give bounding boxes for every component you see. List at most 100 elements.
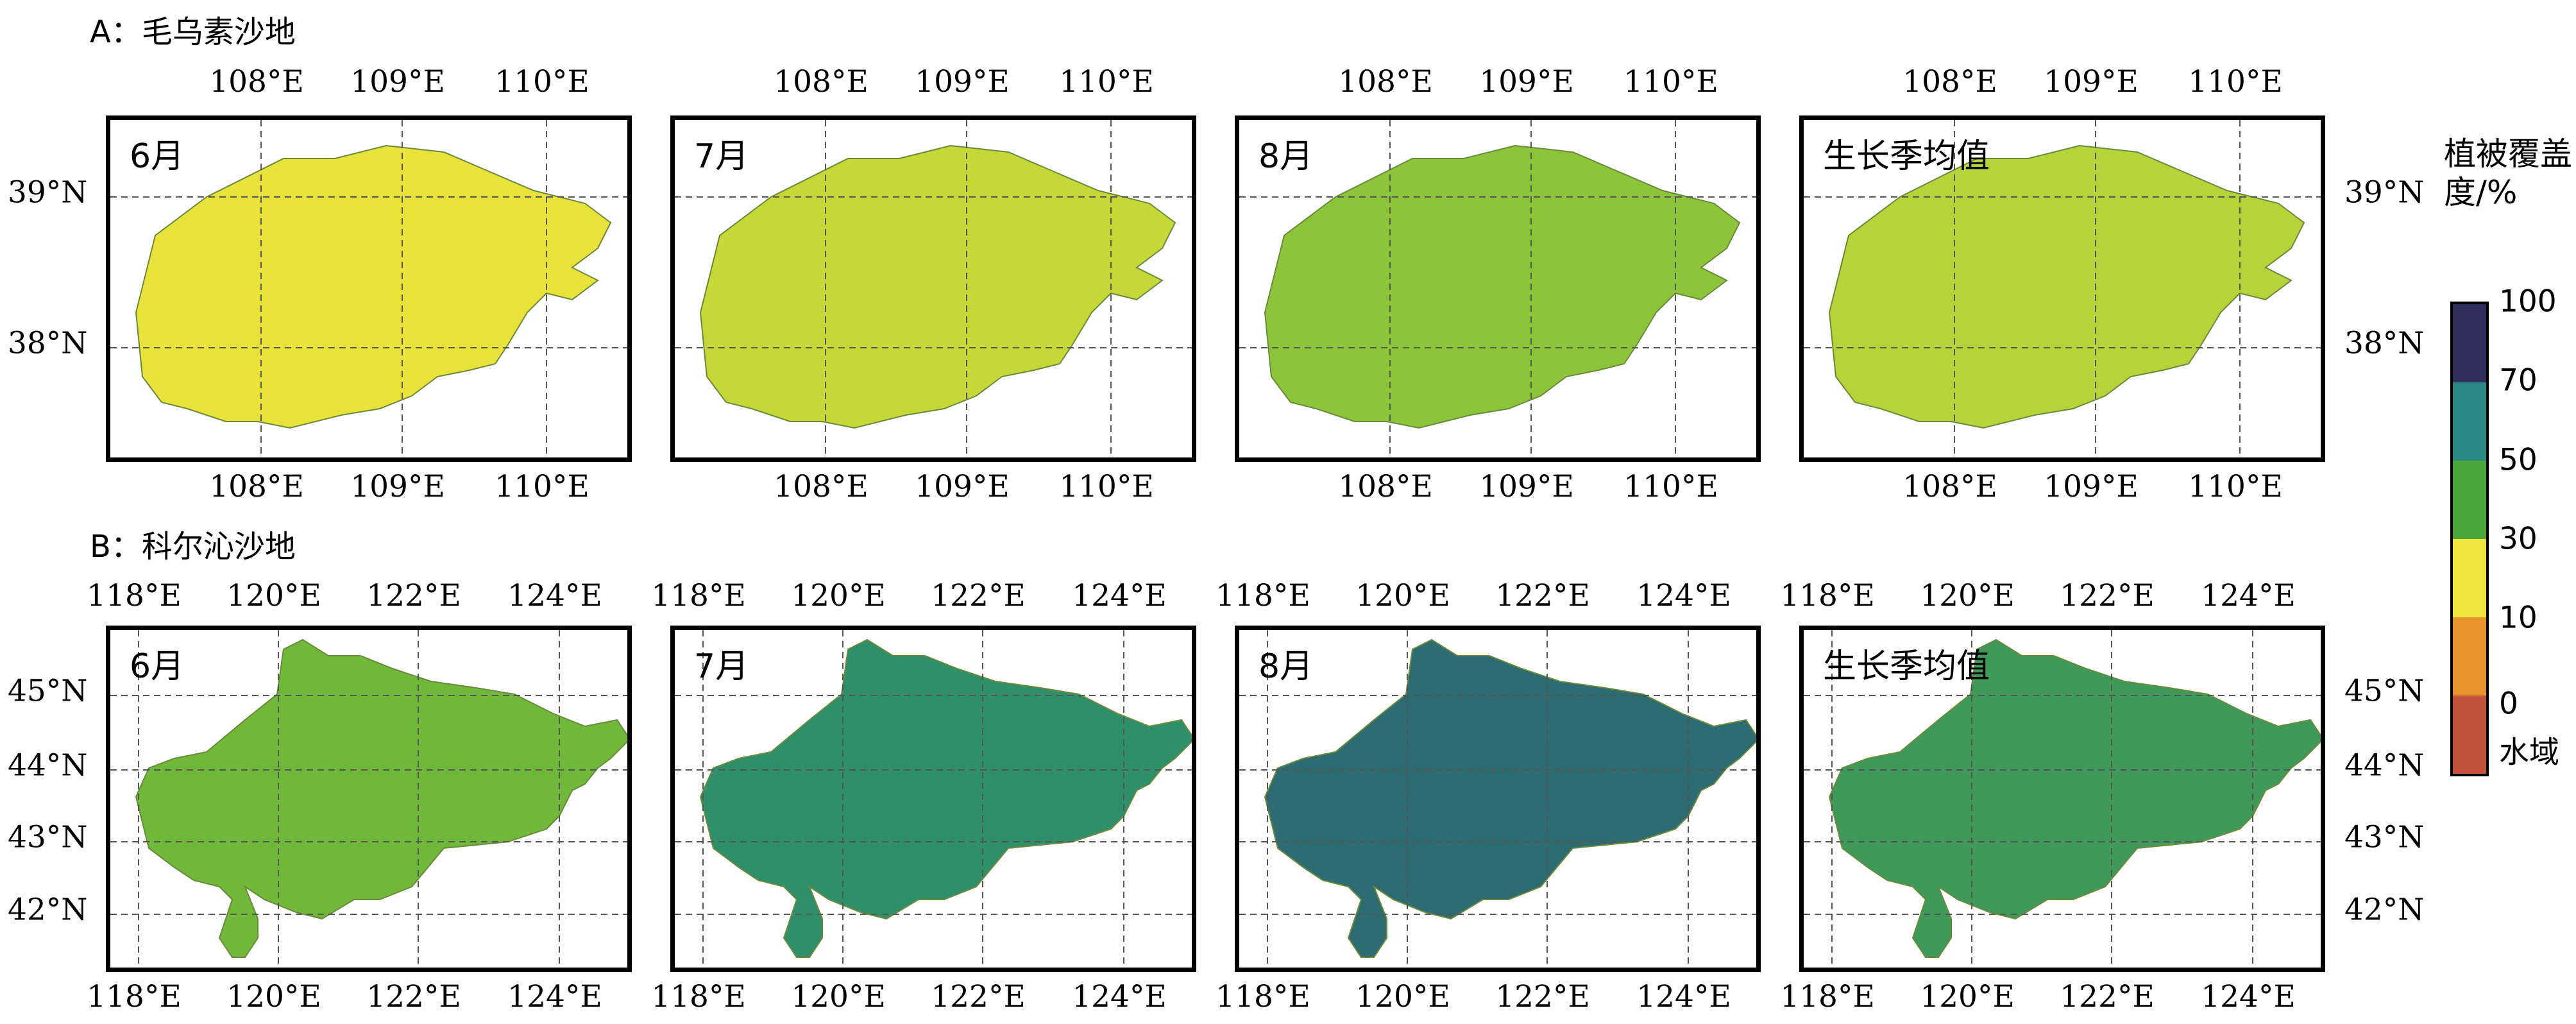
lon-tick-bottom: 108°E <box>1338 469 1433 504</box>
section-b-title: B：科尔沁沙地 <box>90 529 296 565</box>
lon-tick-bottom: 108°E <box>1902 469 1997 504</box>
map-panel-b-1: 6月 <box>106 626 632 972</box>
lon-tick-top: 122°E <box>931 578 1026 613</box>
colorbar-tick-label: 100 <box>2499 284 2557 320</box>
vegetation-region <box>135 638 627 958</box>
section-a-title: A：毛乌素沙地 <box>90 14 296 50</box>
lon-tick-bottom: 120°E <box>1355 979 1450 1014</box>
lon-tick-top: 118°E <box>1216 578 1310 613</box>
colorbar-title: 植被覆盖度/% <box>2444 135 2572 211</box>
lat-tick-right: 39°N <box>2344 175 2425 210</box>
lon-tick-bottom: 124°E <box>1636 979 1731 1014</box>
region-map <box>110 630 627 968</box>
lon-tick-bottom: 109°E <box>2044 469 2139 504</box>
lon-tick-bottom: 110°E <box>495 469 589 504</box>
lon-tick-top: 110°E <box>1059 64 1154 99</box>
lon-tick-bottom: 109°E <box>350 469 445 504</box>
lon-tick-top: 118°E <box>87 578 182 613</box>
region-map <box>1239 630 1756 968</box>
lon-tick-top: 122°E <box>1495 578 1590 613</box>
lon-tick-top: 109°E <box>350 64 445 99</box>
vegetation-region <box>1264 638 1756 958</box>
lat-tick-left: 39°N <box>8 175 88 210</box>
lon-tick-top: 109°E <box>1479 64 1574 99</box>
map-panel-a-1: 6月 <box>106 115 632 462</box>
panel-label: 6月 <box>130 137 185 176</box>
lon-tick-bottom: 120°E <box>1920 979 2015 1014</box>
lon-tick-bottom: 108°E <box>209 469 304 504</box>
lon-tick-bottom: 118°E <box>651 979 746 1014</box>
lon-tick-top: 109°E <box>2044 64 2139 99</box>
panel-label: 7月 <box>694 647 749 686</box>
panel-label: 7月 <box>694 137 749 176</box>
lon-tick-top: 108°E <box>1338 64 1433 99</box>
lon-tick-top: 120°E <box>791 578 886 613</box>
lon-tick-bottom: 122°E <box>366 979 461 1014</box>
region-map <box>1804 120 2321 457</box>
lon-tick-top: 108°E <box>774 64 869 99</box>
vegetation-region <box>135 144 612 429</box>
lon-tick-top: 120°E <box>226 578 321 613</box>
lon-tick-top: 110°E <box>2188 64 2283 99</box>
colorbar-tick-label: 30 <box>2499 521 2538 557</box>
region-map <box>675 120 1192 457</box>
lon-tick-top: 124°E <box>1072 578 1167 613</box>
lon-tick-bottom: 109°E <box>1479 469 1574 504</box>
lon-tick-bottom: 124°E <box>1072 979 1167 1014</box>
lon-tick-top: 124°E <box>1636 578 1731 613</box>
panel-label: 8月 <box>1258 137 1314 176</box>
region-map <box>110 120 627 457</box>
lon-tick-bottom: 110°E <box>1623 469 1718 504</box>
lon-tick-top: 122°E <box>2060 578 2155 613</box>
lon-tick-top: 118°E <box>651 578 746 613</box>
colorbar-segment <box>2453 695 2486 774</box>
lat-tick-right: 44°N <box>2344 747 2425 783</box>
vegetation-region <box>1828 638 2321 958</box>
region-map <box>1239 120 1756 457</box>
lat-tick-right: 42°N <box>2344 892 2425 928</box>
panel-label: 6月 <box>130 647 185 686</box>
lon-tick-top: 110°E <box>1623 64 1718 99</box>
region-map <box>1804 630 2321 968</box>
lon-tick-top: 110°E <box>495 64 589 99</box>
lon-tick-top: 109°E <box>915 64 1010 99</box>
colorbar-tick-label: 水域 <box>2499 735 2559 771</box>
lat-tick-right: 45°N <box>2344 673 2425 709</box>
colorbar-segment <box>2453 539 2486 617</box>
lon-tick-top: 120°E <box>1355 578 1450 613</box>
lon-tick-bottom: 110°E <box>1059 469 1154 504</box>
map-panel-b-2: 7月 <box>670 626 1196 972</box>
lat-tick-left: 43°N <box>8 819 88 855</box>
colorbar-segment <box>2453 304 2486 382</box>
lon-tick-bottom: 108°E <box>774 469 869 504</box>
colorbar-segment <box>2453 382 2486 461</box>
lon-tick-top: 120°E <box>1920 578 2015 613</box>
map-panel-a-2: 7月 <box>670 115 1196 462</box>
lat-tick-left: 44°N <box>8 747 88 783</box>
colorbar-tick-label: 10 <box>2499 600 2538 636</box>
panel-label: 生长季均值 <box>1823 647 1990 686</box>
lon-tick-bottom: 122°E <box>2060 979 2155 1014</box>
lon-tick-bottom: 109°E <box>915 469 1010 504</box>
vegetation-region <box>1264 144 1741 429</box>
map-panel-b-4: 生长季均值 <box>1799 626 2325 972</box>
lon-tick-bottom: 122°E <box>931 979 1026 1014</box>
panel-label: 8月 <box>1258 647 1314 686</box>
vegetation-region <box>699 144 1176 429</box>
lat-tick-right: 43°N <box>2344 819 2425 855</box>
vegetation-region <box>699 638 1192 958</box>
colorbar-segment <box>2453 461 2486 539</box>
lat-tick-left: 38°N <box>8 325 88 361</box>
panel-label: 生长季均值 <box>1823 137 1990 176</box>
lat-tick-left: 45°N <box>8 673 88 709</box>
colorbar <box>2450 302 2489 776</box>
lon-tick-bottom: 118°E <box>1780 979 1875 1014</box>
lon-tick-top: 118°E <box>1780 578 1875 613</box>
lat-tick-right: 38°N <box>2344 325 2425 361</box>
lon-tick-bottom: 124°E <box>507 979 602 1014</box>
lon-tick-top: 108°E <box>1902 64 1997 99</box>
lat-tick-left: 42°N <box>8 892 88 928</box>
lon-tick-top: 122°E <box>366 578 461 613</box>
lon-tick-bottom: 118°E <box>1216 979 1310 1014</box>
lon-tick-bottom: 110°E <box>2188 469 2283 504</box>
